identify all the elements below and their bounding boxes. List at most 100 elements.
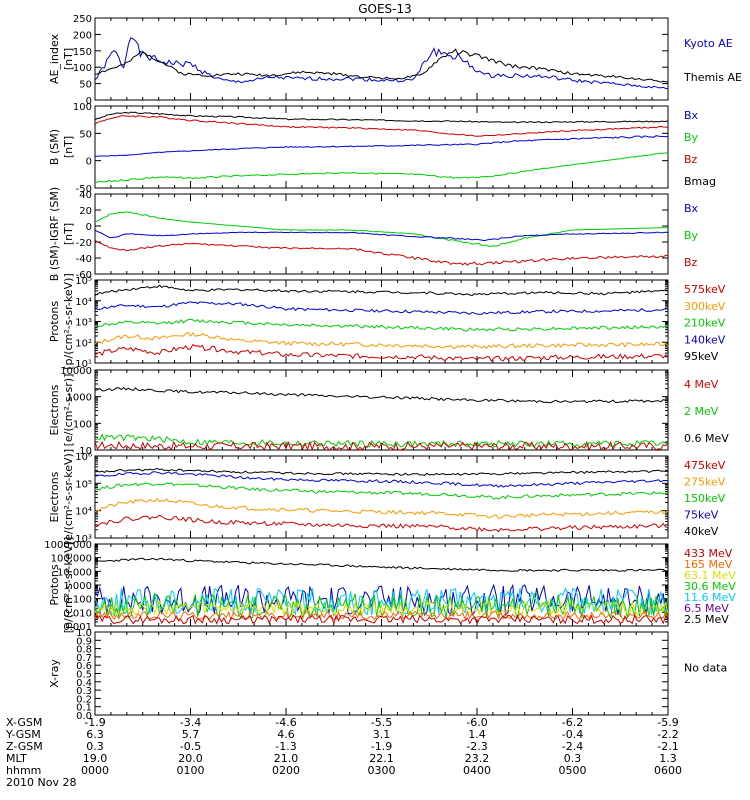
- legend-entry: Bz: [684, 153, 698, 166]
- legend-entry: 575keV: [684, 283, 726, 296]
- y-axis-label: [nT]: [62, 136, 75, 158]
- series-475kev: [95, 514, 668, 533]
- legend-entry: 75keV: [684, 509, 719, 522]
- y-tick-label: 0.001: [63, 622, 92, 633]
- y-tick-label: 100: [73, 102, 92, 113]
- panel-frame: [94, 105, 669, 189]
- y-tick-label: 100.000: [51, 554, 92, 565]
- footer-value: 5.7: [182, 728, 200, 741]
- legend-entry: 6.5 MeV: [684, 602, 729, 615]
- panel-electrons1: 10 100 1000 10000 Electrons [e/(cm²-s-sr)] 4 M…: [48, 366, 729, 457]
- series-bmag: [95, 111, 668, 124]
- y-axis-label: Electrons: [48, 384, 61, 435]
- y-tick-label: -20: [76, 238, 92, 249]
- y-tick-label: 10⁶: [75, 452, 92, 463]
- footer-value: 0500: [559, 764, 587, 777]
- panel-bigrf: -60 -40 -20 0 20 40 B (SM)-IGRF (SM) [nT] Bx By Bz: [48, 187, 699, 281]
- panel-frame: [94, 369, 669, 451]
- series-63-1-mev: [95, 599, 668, 617]
- panel-frame: [94, 455, 669, 539]
- footer-value: -2.3: [466, 740, 487, 753]
- series-575kev: [95, 343, 668, 362]
- footer-value: 3.1: [373, 728, 391, 741]
- panel-protons2: 0.001 0.010 0.100 1.000 10.000 100.000 1000.00…: [44, 537, 736, 634]
- footer-value: 0600: [654, 764, 682, 777]
- footer-value: -2.1: [657, 740, 678, 753]
- series-bx: [95, 229, 668, 242]
- y-tick-label: 20: [79, 206, 92, 217]
- footer-value: 23.2: [465, 752, 490, 765]
- y-tick-label: 10: [79, 446, 92, 457]
- series-165-mev: [95, 610, 668, 622]
- y-tick-label: 0.0: [76, 711, 92, 722]
- y-tick-label: 250: [73, 14, 92, 25]
- legend-entry: Themis AE: [683, 71, 742, 84]
- legend-entry: No data: [684, 662, 727, 675]
- footer-value: 4.6: [277, 728, 295, 741]
- footer-value: 1.4: [468, 728, 486, 741]
- legend-entry: Bx: [684, 202, 699, 215]
- y-tick-label: 10.000: [57, 567, 92, 578]
- y-tick-label: -50: [76, 184, 92, 195]
- footer-date: 2010 Nov 28: [6, 776, 76, 789]
- footer-value: 6.3: [86, 728, 104, 741]
- panel-bsm: -50 0 50 100 B (SM) [nT] Bx By Bz Bmag: [48, 102, 716, 195]
- y-tick-label: 10000: [60, 366, 92, 377]
- footer-value: 0000: [81, 764, 109, 777]
- footer-value: -0.5: [180, 740, 201, 753]
- series-2-mev: [95, 433, 668, 448]
- legend-entry: 11.6 MeV: [684, 591, 736, 604]
- y-axis-label: B (SM)-IGRF (SM): [48, 187, 61, 281]
- legend-entry: 140keV: [684, 333, 726, 346]
- legend-entry: Bz: [684, 256, 698, 269]
- y-tick-label: 1000: [67, 393, 92, 404]
- y-tick-label: 0: [86, 157, 92, 168]
- series-140kev: [95, 301, 668, 315]
- footer-value: 0200: [272, 764, 300, 777]
- footer-value: -2.4: [562, 740, 583, 753]
- footer-value: 22.1: [369, 752, 394, 765]
- panel-ae: 0 50 100 150 200 250 AE_index [nT] Kyoto AE Themi…: [48, 14, 742, 107]
- y-axis-label: [nT]: [62, 48, 75, 70]
- y-tick-label: 50: [79, 129, 92, 140]
- y-tick-label: 50: [79, 80, 92, 91]
- series-4-mev: [95, 440, 668, 450]
- y-tick-label: 200: [73, 30, 92, 41]
- series-95kev: [95, 284, 668, 297]
- series-bz: [95, 239, 668, 266]
- series-by: [95, 152, 668, 184]
- legend-entry: By: [684, 131, 699, 144]
- footer-value: -6.0: [466, 716, 487, 729]
- y-axis-label: [e/(cm²-s-sr)]: [62, 374, 75, 447]
- y-tick-label: 1.0: [76, 628, 92, 639]
- series-433-mev: [95, 614, 668, 626]
- y-tick-label: 0.2: [76, 694, 92, 705]
- y-tick-label: -60: [76, 270, 92, 281]
- legend-entry: 63.1 MeV: [684, 569, 736, 582]
- y-tick-label: 0.9: [76, 636, 92, 647]
- y-tick-label: 1000.000: [44, 540, 92, 551]
- legend-entry: 40keV: [684, 525, 719, 538]
- legend-entry: 0.6 MeV: [684, 432, 729, 445]
- legend-entry: 95keV: [684, 350, 719, 363]
- footer-row-label: Y-GSM: [5, 728, 41, 741]
- panel-frame: [94, 17, 669, 101]
- y-axis-label: AE_index: [48, 33, 61, 84]
- chart-title: GOES-13: [358, 2, 412, 16]
- y-tick-label: 0.100: [63, 595, 92, 606]
- footer-value: 21.0: [274, 752, 299, 765]
- series-40kev: [95, 467, 668, 476]
- y-tick-label: 10⁴: [75, 507, 92, 518]
- footer-value: -2.2: [657, 728, 678, 741]
- footer-value: 0100: [177, 764, 205, 777]
- legend-entry: 30.6 MeV: [684, 580, 736, 593]
- series-300kev: [95, 331, 668, 350]
- y-tick-label: 150: [73, 47, 92, 58]
- y-tick-label: 0.010: [63, 608, 92, 619]
- y-tick-label: 10³: [75, 534, 92, 545]
- y-tick-label: 10²: [75, 338, 92, 349]
- footer-value: -4.6: [275, 716, 296, 729]
- footer-value: -5.9: [657, 716, 678, 729]
- legend-entry: 150keV: [684, 492, 726, 505]
